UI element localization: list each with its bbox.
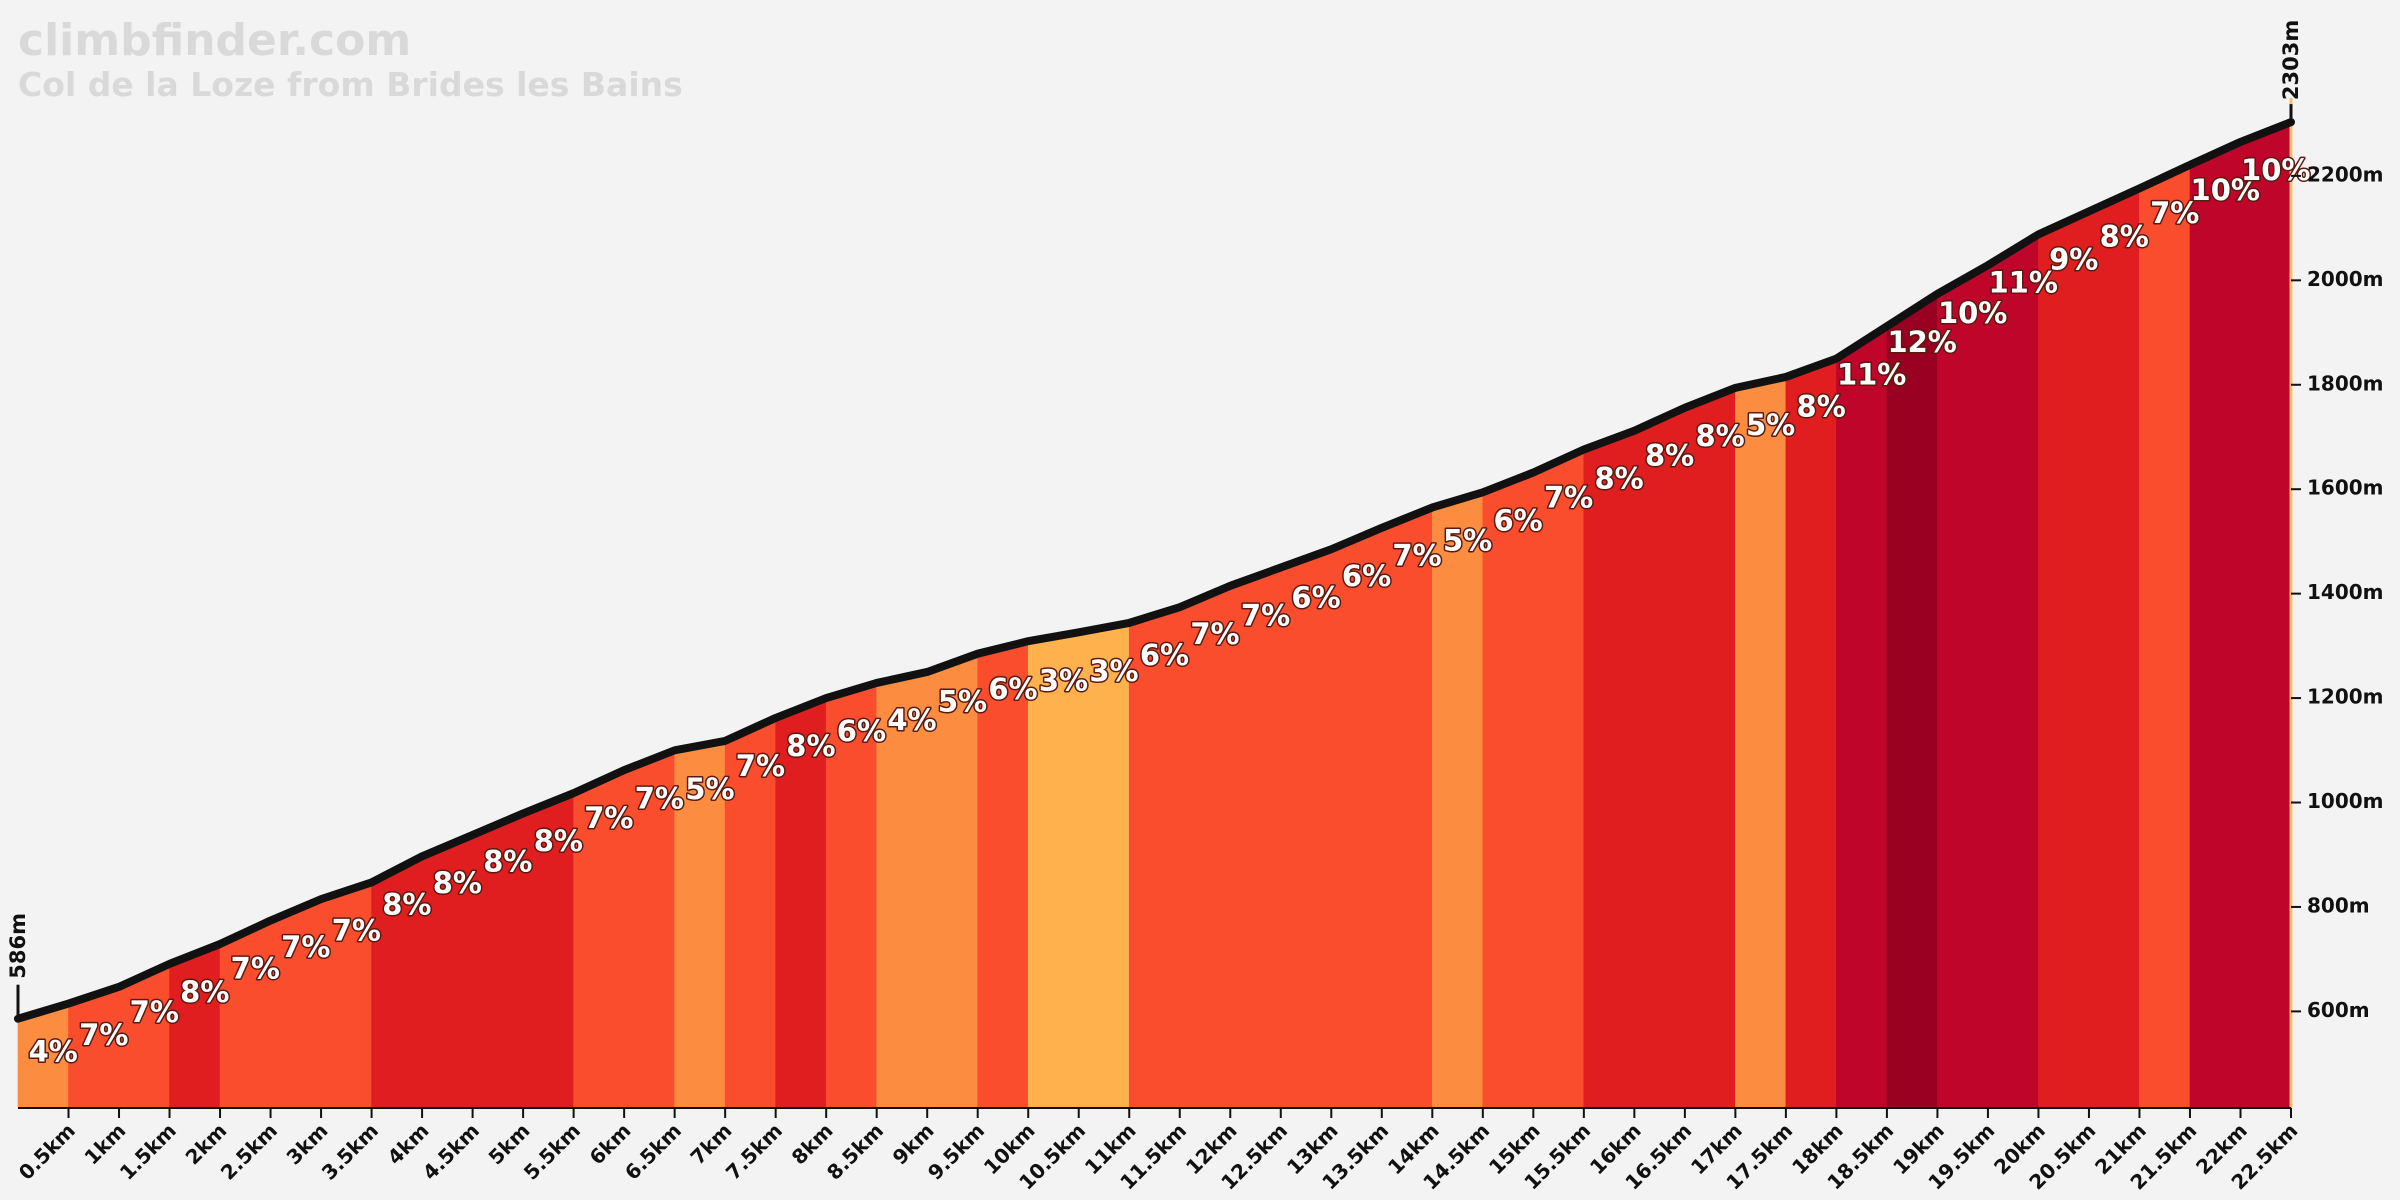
y-tick-label: 800m xyxy=(2307,893,2370,917)
gradient-label: 8% xyxy=(1645,439,1694,473)
gradient-label: 6% xyxy=(1291,580,1340,614)
gradient-label: 7% xyxy=(281,930,330,964)
gradient-label: 7% xyxy=(231,952,280,986)
gradient-segment xyxy=(1482,472,1534,1109)
y-tick-label: 2200m xyxy=(2307,162,2384,186)
gradient-segment xyxy=(1684,387,1736,1109)
gradient-label: 7% xyxy=(1392,538,1441,572)
gradient-label: 7% xyxy=(1544,481,1593,515)
y-tick-label: 2000m xyxy=(2307,267,2384,291)
gradient-segment xyxy=(1735,376,1787,1109)
gradient-label: 8% xyxy=(1695,419,1744,453)
gradient-segment xyxy=(2088,187,2140,1109)
gradient-label: 4% xyxy=(29,1035,78,1069)
gradient-label: 8% xyxy=(382,887,431,921)
gradient-label: 8% xyxy=(180,975,229,1009)
gradient-label: 8% xyxy=(786,729,835,763)
y-tick-label: 1000m xyxy=(2307,789,2384,813)
gradient-label: 10% xyxy=(2241,153,2310,187)
gradient-segment xyxy=(1634,407,1686,1109)
gradient-segment xyxy=(1785,358,1837,1109)
gradient-label: 5% xyxy=(685,772,734,806)
gradient-label: 8% xyxy=(534,824,583,858)
gradient-segment xyxy=(1533,449,1585,1109)
gradient-segment xyxy=(1330,527,1383,1109)
gradient-label: 8% xyxy=(2100,219,2149,253)
gradient-segment xyxy=(1381,507,1433,1109)
gradient-label: 12% xyxy=(1887,325,1956,359)
y-tick-label: 1400m xyxy=(2307,580,2384,604)
gradient-label: 6% xyxy=(837,714,886,748)
gradient-label: 6% xyxy=(1342,559,1391,593)
gradient-segment xyxy=(2189,141,2241,1109)
gradient-label: 7% xyxy=(1241,599,1290,633)
gradient-segment xyxy=(1937,264,1989,1109)
end-label: 2303m xyxy=(2279,20,2303,100)
gradient-label: 3% xyxy=(1089,654,1138,688)
gradient-label: 7% xyxy=(2150,196,2199,230)
y-tick-label: 600m xyxy=(2307,998,2370,1022)
gradient-segment xyxy=(2240,121,2292,1109)
gradient-segment xyxy=(219,920,271,1109)
gradient-label: 8% xyxy=(433,866,482,900)
gradient-label: 6% xyxy=(1140,638,1189,672)
gradient-label: 7% xyxy=(79,1018,128,1052)
gradient-segment xyxy=(2038,210,2090,1109)
start-label: 586m xyxy=(6,913,30,979)
y-tick-label: 1800m xyxy=(2307,371,2384,395)
chart-title: climbfinder.com xyxy=(18,15,411,66)
elevation-line xyxy=(14,118,2295,1023)
gradient-label: 10% xyxy=(1938,296,2007,330)
gradient-label: 8% xyxy=(1797,390,1846,424)
gradient-label: 8% xyxy=(483,844,532,878)
chart-subtitle: Col de la Loze from Brides les Bains xyxy=(18,65,683,104)
gradient-label: 10% xyxy=(2191,173,2260,207)
gradient-segment xyxy=(2139,164,2191,1109)
gradient-label: 4% xyxy=(887,703,936,737)
gradient-label: 3% xyxy=(1039,663,1088,697)
gradient-segment xyxy=(1836,325,1888,1109)
gradient-label: 9% xyxy=(2049,242,2098,276)
gradient-label: 7% xyxy=(130,995,179,1029)
gradient-label: 6% xyxy=(1493,503,1542,537)
gradient-label: 7% xyxy=(635,781,684,815)
gradient-label: 5% xyxy=(1443,523,1492,557)
gradient-label: 7% xyxy=(736,749,785,783)
gradient-label: 5% xyxy=(1746,408,1795,442)
gradient-label: 5% xyxy=(938,685,987,719)
gradient-label: 8% xyxy=(1594,462,1643,496)
y-tick-label: 1600m xyxy=(2307,476,2384,500)
gradient-segment xyxy=(1583,430,1635,1109)
gradient-label: 11% xyxy=(1988,265,2057,299)
gradient-label: 7% xyxy=(1190,617,1239,651)
gradient-label: 7% xyxy=(332,913,381,947)
gradient-label: 6% xyxy=(988,672,1037,706)
gradient-segment xyxy=(1432,491,1484,1109)
gradient-segment xyxy=(1886,293,1938,1109)
gradient-label: 11% xyxy=(1837,357,1906,391)
y-tick-label: 1200m xyxy=(2307,685,2384,709)
gradient-segment xyxy=(1280,548,1332,1109)
gradient-segment xyxy=(1987,233,2039,1109)
gradient-label: 7% xyxy=(584,801,633,835)
